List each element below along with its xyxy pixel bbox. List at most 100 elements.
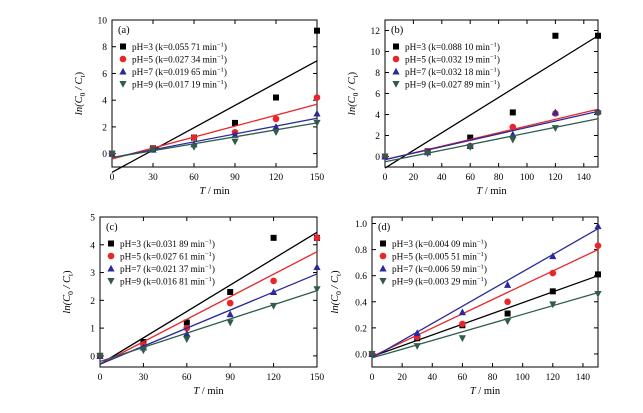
legend-label-text: pH=9 (k=0.017 19 min bbox=[132, 80, 217, 90]
x-axis-title-var: T bbox=[476, 186, 483, 197]
data-point-green bbox=[183, 336, 191, 344]
legend-superscript: −1 bbox=[217, 42, 224, 49]
chart-panel-2: 0 20 40 60 80 100 120 140 0 2 4 6 8 10 12 (b) T / min ln(… bbox=[347, 19, 602, 197]
y-tick-label: 12 bbox=[371, 27, 381, 37]
legend-marker-green bbox=[392, 81, 400, 88]
x-tick-label: 120 bbox=[548, 173, 563, 183]
y-axis-title: ln(C0 / Ct) bbox=[347, 71, 360, 115]
x-axis-title-var: T bbox=[199, 186, 206, 197]
fit-line-blue bbox=[371, 228, 599, 359]
legend-label: pH=5 (k=0.032 19 min−1) bbox=[405, 54, 500, 65]
x-axis-title: T / min bbox=[193, 386, 224, 397]
data-point-red bbox=[190, 134, 198, 141]
data-point-blue bbox=[551, 108, 559, 116]
legend-label-text: pH=3 (k=0.055 71 min bbox=[132, 42, 217, 52]
data-point-green bbox=[594, 110, 602, 118]
data-point-green bbox=[381, 153, 389, 161]
data-point-black bbox=[509, 109, 516, 116]
legend-close: ) bbox=[497, 67, 500, 77]
x-tick-label: 150 bbox=[310, 373, 325, 383]
data-point-green bbox=[424, 150, 432, 158]
legend-close: ) bbox=[224, 80, 227, 90]
chart-panel-4: 0 20 40 60 80 100 120 140 0.0 0.2 0.4 0.6 0.8 1.0 (d) T… bbox=[330, 216, 602, 397]
legend-label-text: pH=5 (k=0.005 51 min bbox=[392, 252, 477, 262]
y-axis-title-part: / C bbox=[330, 275, 341, 291]
y-axis-title-part: 0 bbox=[78, 92, 87, 96]
legend-superscript: −1 bbox=[477, 239, 484, 246]
y-tick-label: 2 bbox=[102, 123, 107, 133]
legend-marker-red bbox=[392, 55, 400, 63]
legend-marker-green bbox=[107, 278, 115, 285]
legend-label-text: pH=7 (k=0.006 59 min bbox=[392, 264, 477, 274]
data-point-black bbox=[183, 319, 190, 326]
legend-superscript: −1 bbox=[205, 251, 212, 258]
data-point-blue bbox=[458, 308, 466, 316]
x-tick-label: 20 bbox=[397, 373, 407, 383]
y-axis-title-part: 0 bbox=[334, 291, 343, 295]
fit-line-blue bbox=[384, 110, 599, 161]
y-axis-title-part: ln(C bbox=[74, 95, 85, 115]
legend-marker-black bbox=[120, 43, 126, 50]
legend-label-text: pH=5 (k=0.032 19 min bbox=[405, 55, 490, 65]
legend-label-text: pH=7 (k=0.032 18 min bbox=[405, 67, 490, 77]
y-axis-title-part: t bbox=[351, 75, 360, 78]
x-tick-label: 90 bbox=[230, 173, 240, 183]
data-point-blue bbox=[313, 263, 321, 270]
legend-superscript: −1 bbox=[217, 67, 224, 74]
x-tick-label: 30 bbox=[139, 373, 149, 383]
x-tick-label: 0 bbox=[383, 173, 388, 183]
legend-superscript: −1 bbox=[490, 67, 497, 74]
data-point-green bbox=[96, 352, 104, 360]
x-axis-title-unit: / min bbox=[205, 186, 230, 197]
data-point-green bbox=[368, 350, 376, 358]
legend-label-text: pH=9 (k=0.027 89 min bbox=[405, 80, 490, 90]
legend-label: pH=3 (k=0.031 89 min−1) bbox=[120, 239, 215, 250]
data-point-black bbox=[270, 234, 277, 241]
fit-line-red bbox=[111, 103, 318, 160]
legend-marker-blue bbox=[107, 264, 115, 272]
data-point-black bbox=[552, 32, 559, 39]
data-point-black bbox=[549, 288, 556, 295]
y-tick-label: 0.0 bbox=[355, 350, 367, 360]
x-tick-label: 60 bbox=[189, 173, 199, 183]
x-tick-label: 60 bbox=[458, 373, 468, 383]
data-point-green bbox=[272, 129, 280, 137]
legend-label-text: pH=3 (k=0.031 89 min bbox=[120, 239, 205, 249]
data-point-green bbox=[313, 286, 321, 294]
fit-line-green bbox=[111, 122, 318, 159]
legend-superscript: −1 bbox=[490, 54, 497, 61]
legend-marker-blue bbox=[379, 264, 387, 272]
y-tick-label: 3 bbox=[90, 269, 95, 279]
x-tick-label: 100 bbox=[520, 173, 535, 183]
legend-close: ) bbox=[224, 55, 227, 65]
legend-close: ) bbox=[224, 42, 227, 52]
y-axis-title-part: ln(C bbox=[62, 294, 73, 314]
data-point-green bbox=[549, 301, 557, 309]
data-point-green bbox=[149, 146, 157, 154]
legend-marker-green bbox=[119, 81, 127, 88]
data-point-blue bbox=[413, 329, 421, 337]
legend-close: ) bbox=[212, 277, 215, 287]
y-tick-label: 0 bbox=[90, 352, 95, 362]
x-axis-title-unit: / min bbox=[482, 186, 507, 197]
legend-close: ) bbox=[497, 80, 500, 90]
x-tick-label: 40 bbox=[437, 173, 447, 183]
legend-label: pH=3 (k=0.055 71 min−1) bbox=[132, 42, 227, 53]
x-tick-label: 80 bbox=[494, 173, 504, 183]
x-axis-title-var: T bbox=[470, 386, 477, 397]
data-point-black bbox=[227, 289, 234, 295]
data-point-blue bbox=[226, 310, 234, 318]
x-tick-label: 140 bbox=[576, 373, 591, 383]
y-axis-title-part: ) bbox=[330, 270, 341, 274]
legend-superscript: −1 bbox=[205, 276, 212, 283]
legend-label: pH=7 (k=0.021 37 min−1) bbox=[120, 264, 215, 275]
data-point-red bbox=[313, 234, 321, 242]
legend-close: ) bbox=[212, 264, 215, 274]
legend-label: pH=7 (k=0.019 65 min−1) bbox=[132, 67, 227, 78]
data-point-blue bbox=[270, 288, 278, 295]
fit-line-black bbox=[384, 35, 599, 169]
data-point-red bbox=[459, 320, 466, 328]
data-point-green bbox=[190, 143, 198, 151]
y-axis-title-part: / C bbox=[74, 77, 85, 93]
